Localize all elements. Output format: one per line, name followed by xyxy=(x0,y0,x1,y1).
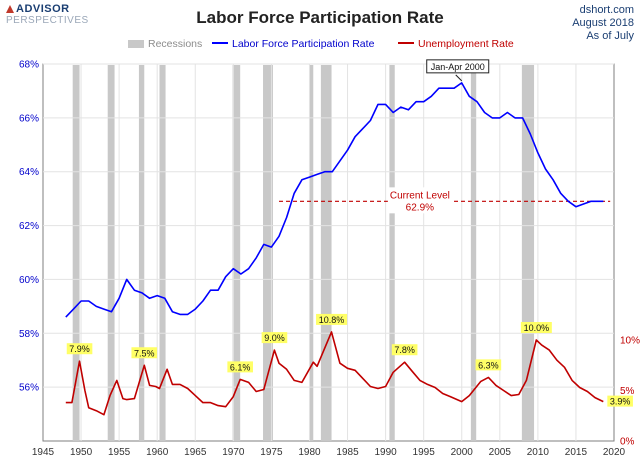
series-lines xyxy=(65,82,604,416)
ur-peak-label-bg-2 xyxy=(227,361,253,373)
peak-callout-box xyxy=(426,59,490,74)
ur-peak-label-bg-4 xyxy=(316,313,348,325)
source-line3: As of July xyxy=(586,30,634,42)
x-tick-label-2010: 2010 xyxy=(527,447,550,458)
ur-peak-label-4: 10.8% xyxy=(319,315,345,325)
left-tick-label-60: 60% xyxy=(19,275,39,286)
source-line2: August 2018 xyxy=(572,17,634,29)
left-tick-label-68: 68% xyxy=(19,60,39,71)
logo: ADVISOR PERSPECTIVES xyxy=(6,4,89,26)
ur-peak-label-bg-7 xyxy=(520,322,552,333)
recession-band-2 xyxy=(138,65,145,441)
recession-band-3 xyxy=(159,65,166,441)
ur-peak-label-bg-1 xyxy=(131,347,158,359)
x-tick-label-2000: 2000 xyxy=(451,447,474,458)
x-tick-label-1990: 1990 xyxy=(374,447,397,458)
x-tick-label-1955: 1955 xyxy=(108,447,131,458)
recession-band-6 xyxy=(309,65,314,441)
recession-band-0 xyxy=(72,65,80,441)
x-tick-label-1965: 1965 xyxy=(184,447,207,458)
legend-swatch-lfpr xyxy=(212,42,228,44)
left-tick-label-58: 58% xyxy=(19,329,39,340)
ur-peak-label-2: 6.1% xyxy=(230,362,251,372)
logo-line2: PERSPECTIVES xyxy=(6,15,89,26)
current-level-label-bg xyxy=(387,187,452,214)
x-tick-label-1995: 1995 xyxy=(413,447,436,458)
left-tick-label-64: 64% xyxy=(19,167,39,178)
x-tick-label-2015: 2015 xyxy=(565,447,588,458)
logo-triangle-icon xyxy=(6,5,14,13)
x-tick-label-1985: 1985 xyxy=(336,447,359,458)
axis-labels: 1945 1950 1955 1960 1965 1970 1975 1980 1985 1990… xyxy=(19,60,640,459)
recession-band-8 xyxy=(389,65,395,441)
left-tick-label-62: 62% xyxy=(19,221,39,232)
current-level-value: 62.9% xyxy=(406,202,434,213)
peak-callout-pointer xyxy=(455,74,463,82)
chart-title: Labor Force Participation Rate xyxy=(196,8,444,27)
x-tick-label-1945: 1945 xyxy=(32,447,55,458)
x-tick-label-1950: 1950 xyxy=(70,447,93,458)
logo-line1: ADVISOR xyxy=(16,3,70,15)
legend-item-lfpr: Labor Force Participation Rate xyxy=(212,38,374,50)
ur-peak-label-bg-3 xyxy=(261,332,288,344)
left-tick-label-66: 66% xyxy=(19,113,39,124)
series-line-lfpr xyxy=(65,82,604,318)
legend-label-lfpr: Labor Force Participation Rate xyxy=(232,38,375,50)
series-line-unemployment xyxy=(65,331,604,416)
right-tick-label-0: 0% xyxy=(620,437,635,448)
ur-peak-label-bg-5 xyxy=(391,344,418,356)
ur-peak-label-8: 3.9% xyxy=(610,397,631,407)
ur-peak-label-bg-0 xyxy=(66,343,93,355)
peak-callout-label: Jan-Apr 2000 xyxy=(431,62,485,72)
left-tick-label-56: 56% xyxy=(19,383,39,394)
recession-band-4 xyxy=(232,65,241,441)
x-tick-label-1980: 1980 xyxy=(298,447,321,458)
legend-item-unemployment: Unemployment Rate xyxy=(398,38,514,50)
current-level-label: Current Level xyxy=(390,190,450,201)
recession-band-9 xyxy=(470,65,477,441)
x-tick-label-2020: 2020 xyxy=(603,447,626,458)
recession-band-5 xyxy=(263,65,273,441)
ur-peak-label-7: 10.0% xyxy=(524,323,550,333)
right-tick-label-10: 10% xyxy=(620,336,640,347)
recession-bands xyxy=(72,65,535,441)
annotations: Jan-Apr 2000 7.9% 7.5% 6.1% 9.0% 10.8% 7.8% 6.3… xyxy=(66,59,633,407)
x-tick-label-2005: 2005 xyxy=(489,447,512,458)
legend-item-recessions: Recessions xyxy=(128,38,202,50)
ur-peak-label-bg-8 xyxy=(607,395,633,407)
recession-band-1 xyxy=(107,65,115,441)
recession-band-7 xyxy=(320,65,332,441)
right-tick-label-5: 5% xyxy=(620,386,635,397)
recession-band-10 xyxy=(521,65,535,441)
legend-swatch-unemployment xyxy=(398,42,414,44)
ur-peak-label-1: 7.5% xyxy=(134,348,155,358)
x-tick-label-1970: 1970 xyxy=(222,447,245,458)
x-tick-label-1960: 1960 xyxy=(146,447,169,458)
source-line1: dshort.com xyxy=(579,4,634,16)
legend-swatch-recessions xyxy=(128,40,144,48)
ur-peak-label-5: 7.8% xyxy=(394,345,415,355)
legend-label-recessions: Recessions xyxy=(148,38,203,50)
source-block: dshort.com August 2018 As of July xyxy=(572,4,634,43)
x-tick-label-1975: 1975 xyxy=(260,447,283,458)
ur-peak-label-bg-6 xyxy=(475,359,502,371)
grid-lines xyxy=(43,63,614,441)
ur-peak-label-0: 7.9% xyxy=(69,344,90,354)
ur-peak-label-6: 6.3% xyxy=(478,360,499,370)
legend-label-unemployment: Unemployment Rate xyxy=(418,38,514,50)
ur-peak-label-3: 9.0% xyxy=(264,333,285,343)
